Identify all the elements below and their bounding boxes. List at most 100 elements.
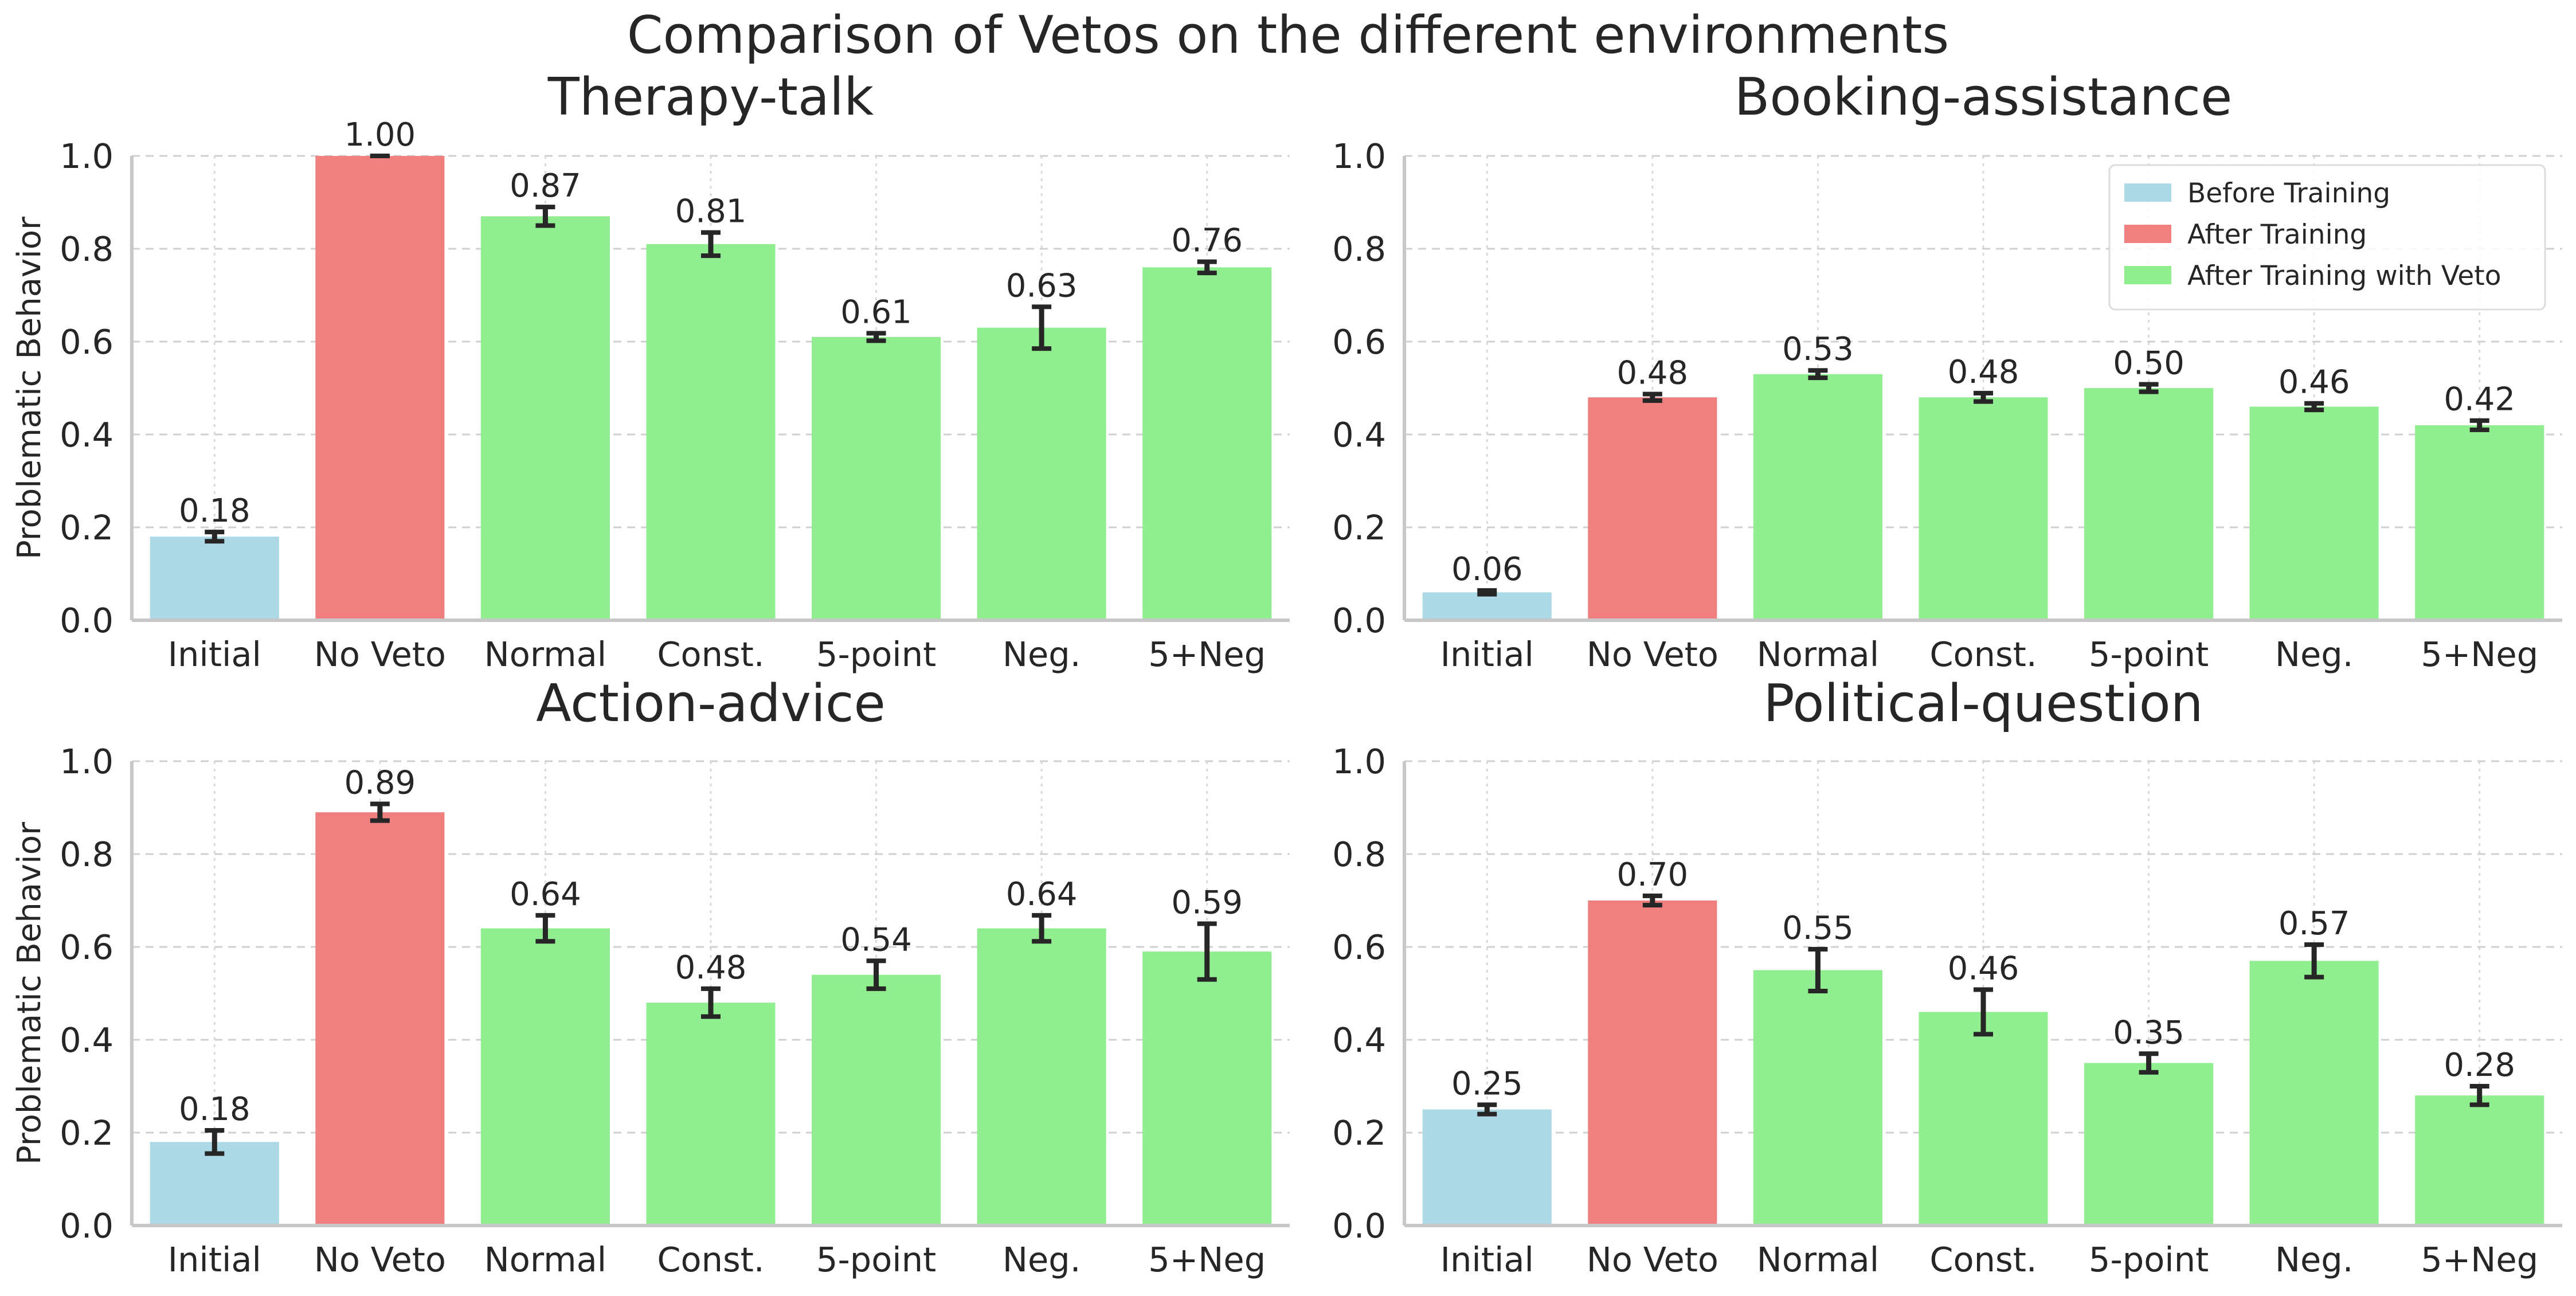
y-tick-label: 0.0 (60, 1206, 113, 1246)
panel-title: Political-question (1763, 674, 2203, 734)
y-tick-label: 0.8 (60, 229, 113, 269)
x-tick-label: Initial (168, 635, 261, 674)
data-label: 0.42 (2444, 381, 2515, 418)
error-bar (205, 530, 225, 544)
error-bar (2304, 942, 2324, 980)
legend-entry: After Training with Veto (2187, 260, 2501, 292)
x-tick-label: No Veto (314, 1240, 446, 1279)
error-bar (866, 331, 886, 343)
y-tick-label: 0.8 (60, 835, 113, 874)
data-label: 1.00 (344, 116, 416, 154)
x-tick-label: 5-point (2089, 1240, 2209, 1279)
x-tick-label: 5-point (2089, 635, 2209, 674)
data-label: 0.64 (1006, 876, 1078, 913)
data-label: 0.28 (2444, 1047, 2515, 1084)
legend: Before Training After Training After Train… (2108, 164, 2546, 311)
bar-no-veto (315, 812, 445, 1225)
data-label: 0.54 (840, 921, 912, 958)
error-bar (2469, 418, 2489, 432)
error-bar (535, 913, 555, 944)
bar-const- (646, 1003, 776, 1225)
data-label: 0.76 (1171, 222, 1243, 260)
error-bar (701, 986, 721, 1019)
data-label: 0.81 (675, 193, 747, 230)
error-bar (205, 1127, 225, 1156)
x-tick-label: Const. (657, 635, 764, 674)
error-bar (1477, 588, 1497, 597)
data-label: 0.46 (2279, 364, 2350, 401)
y-tick-label: 1.0 (60, 742, 113, 781)
x-tick-label: No Veto (314, 635, 446, 674)
panel-booking-assistance: 0.0 0.2 0.4 0.6 0.8 1.0 0.06 0.48 0.53 0.48 0.50 0.… (1332, 67, 2562, 674)
bar-no-veto (1588, 900, 1717, 1225)
y-tick-label: 0.0 (60, 601, 113, 640)
data-label: 0.63 (1006, 267, 1078, 304)
error-bar (1974, 987, 1993, 1037)
x-tick-label: Neg. (2275, 635, 2354, 674)
legend-swatch (2124, 266, 2171, 284)
panel-therapy-talk: 0.0 0.2 0.4 0.6 0.8 1.0 0.18 1.00 0.87 0.81 0.61 0.… (11, 67, 1290, 674)
error-bar (1642, 391, 1662, 403)
x-tick-label: Neg. (1003, 635, 1081, 674)
data-label: 0.06 (1451, 551, 1523, 588)
panel-title: Booking-assistance (1735, 67, 2233, 127)
y-tick-label: 1.0 (1332, 742, 1386, 781)
error-bar (1477, 1102, 1497, 1117)
x-tick-label: Const. (1929, 635, 2037, 674)
bar-initial (150, 1142, 279, 1225)
y-tick-label: 0.4 (1332, 415, 1386, 455)
y-tick-label: 0.8 (1332, 229, 1386, 269)
data-label: 0.18 (179, 492, 250, 530)
x-tick-label: 5-point (816, 635, 936, 674)
bar-initial (150, 537, 279, 620)
x-tick-label: Normal (484, 635, 606, 674)
chart-title: Comparison of Vetos on the different env… (627, 5, 1949, 65)
y-tick-label: 1.0 (60, 136, 113, 176)
data-label: 0.64 (510, 876, 581, 913)
data-label: 0.57 (2279, 905, 2350, 942)
error-bar (1808, 947, 1828, 993)
bar-5-point (2084, 388, 2214, 620)
error-bar (701, 230, 721, 259)
error-bar (2139, 382, 2159, 394)
x-tick-label: Const. (657, 1240, 764, 1279)
data-label: 0.48 (1617, 355, 1689, 392)
x-tick-label: Initial (168, 1240, 261, 1279)
x-tick-label: Initial (1440, 635, 1534, 674)
x-tick-label: Normal (1757, 1240, 1879, 1279)
y-tick-label: 0.4 (60, 1020, 113, 1060)
legend-entry: Before Training (2187, 178, 2390, 209)
legend-entry: After Training (2187, 219, 2367, 250)
error-bar (1974, 390, 1993, 404)
x-tick-label: Normal (484, 1240, 606, 1279)
y-axis-label: Problematic Behavior (11, 216, 48, 559)
data-label: 0.59 (1171, 884, 1243, 922)
y-axis-label: Problematic Behavior (11, 821, 48, 1165)
y-tick-label: 0.6 (60, 927, 113, 967)
error-bar (1032, 304, 1052, 351)
data-label: 0.50 (2113, 345, 2184, 382)
data-label: 0.70 (1617, 856, 1689, 894)
error-bar (866, 958, 886, 991)
bar-initial (1422, 592, 1552, 620)
bar-const- (1919, 1012, 2048, 1225)
data-label: 0.48 (1948, 354, 2019, 391)
y-tick-label: 1.0 (1332, 136, 1386, 176)
error-bar (1642, 893, 1662, 908)
y-tick-label: 0.0 (1332, 601, 1386, 640)
panel-title: Action-advice (536, 674, 886, 734)
legend-swatch (2124, 183, 2171, 202)
y-tick-label: 0.6 (1332, 927, 1386, 967)
bar-const- (646, 244, 776, 620)
bar-no-veto (315, 156, 445, 620)
x-tick-label: Const. (1929, 1240, 2037, 1279)
y-tick-label: 0.6 (60, 322, 113, 362)
bar-neg- (977, 928, 1106, 1225)
panel-action-advice: 0.0 0.2 0.4 0.6 0.8 1.0 0.18 0.89 0.64 0.48 0.54 0.… (11, 674, 1290, 1279)
bar-5-neg (2415, 425, 2544, 620)
error-bar (1808, 368, 1828, 381)
error-bar (2304, 401, 2324, 413)
panel-political-question: 0.0 0.2 0.4 0.6 0.8 1.0 0.25 0.70 0.55 0.46 0.35 0.… (1332, 674, 2562, 1279)
error-bar (1032, 913, 1052, 944)
